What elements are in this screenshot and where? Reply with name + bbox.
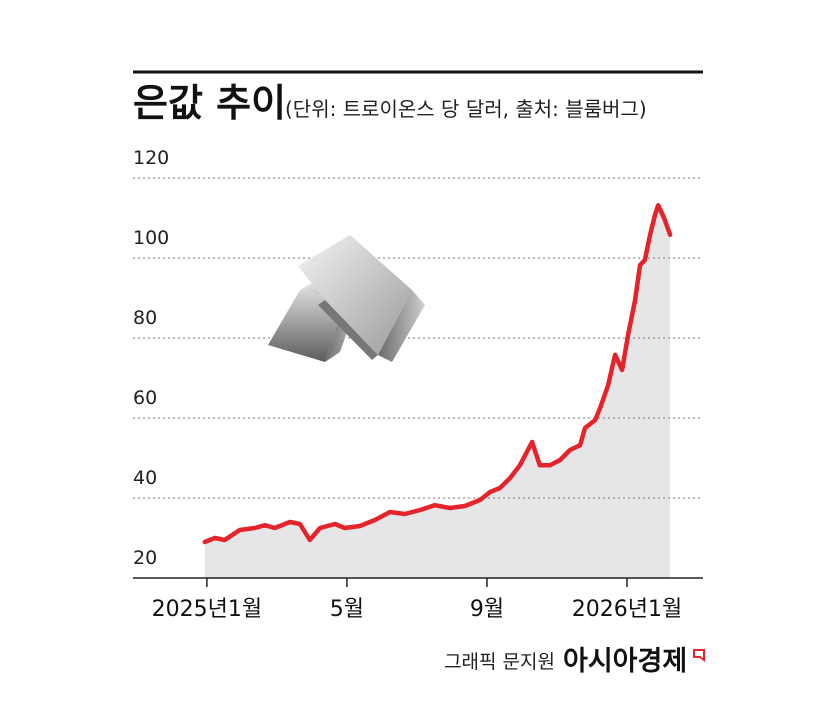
x-tick-label: 2025년1월 <box>152 597 262 622</box>
y-tick-label: 60 <box>133 387 157 409</box>
plot: 20 40 60 80 100 120 2025년1월 5월 9월 2026년1월 <box>133 147 703 622</box>
x-tick-label: 2026년1월 <box>572 597 682 622</box>
y-tick-label: 20 <box>133 547 157 569</box>
brand-logo <box>693 649 705 662</box>
brand: 아시아경제 <box>563 646 687 677</box>
line <box>202 202 673 545</box>
y-tick-label: 40 <box>133 467 157 489</box>
x-tick-label: 5월 <box>330 597 364 622</box>
y-tick-label: 100 <box>133 227 169 249</box>
bar-top <box>298 235 412 355</box>
chart-subtitle: (단위: 트로이온스 당 달러, 출처: 블룸버그) <box>285 97 647 121</box>
bar-side <box>378 290 425 362</box>
silver-bars <box>268 235 425 362</box>
y-tick-label: 80 <box>133 307 157 329</box>
credit: 그래픽 문지원 <box>444 651 555 673</box>
bar-edge <box>318 300 378 360</box>
y-tick-label: 120 <box>133 147 169 169</box>
chart-title: 은값 추이 <box>133 81 286 125</box>
x-tick-label: 9월 <box>470 597 504 622</box>
area <box>204 205 671 578</box>
